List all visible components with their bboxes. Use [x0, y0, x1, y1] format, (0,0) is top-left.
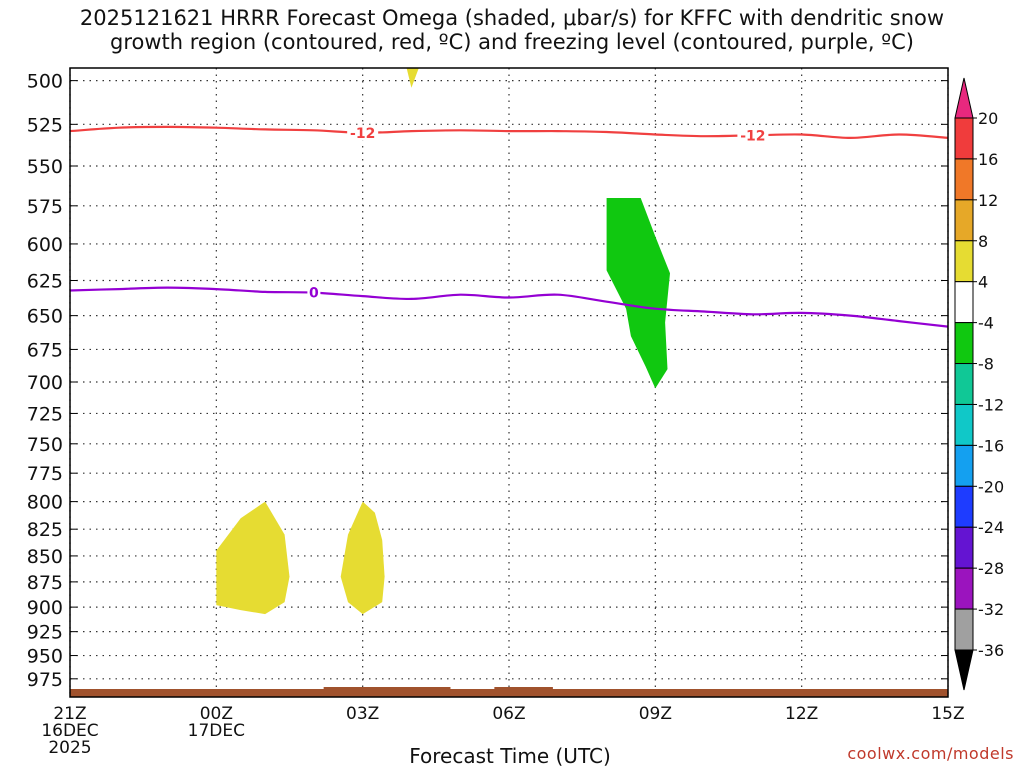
colorbar-label: 20 [978, 109, 998, 128]
credit-text: coolwx.com/models [847, 744, 1014, 763]
title-line-2: growth region (contoured, red, ºC) and f… [110, 30, 914, 54]
y-tick-label: 975 [27, 669, 63, 691]
y-tick-label: 625 [27, 271, 63, 293]
colorbar-top-arrow [954, 77, 974, 119]
x-tick-label: 16DEC [41, 721, 98, 741]
y-axis: 500 525 550 575 600 625 650 675 700 725 750 775 800 8… [27, 71, 948, 691]
colorbar-label: -4 [978, 314, 994, 333]
contour-line [69, 286, 949, 328]
contour-label: -12 [740, 128, 765, 144]
colorbar-bin [954, 363, 974, 405]
x-tick-label: 06Z [492, 704, 525, 724]
y-tick-label: 825 [27, 519, 63, 541]
colorbar-label: 12 [978, 191, 998, 210]
colorbar-bin [954, 281, 974, 324]
colorbar-label: 8 [978, 232, 988, 251]
terrain-bump [494, 687, 553, 690]
terrain [70, 687, 948, 697]
colorbar-label: 4 [978, 273, 988, 292]
contour-label-bg [307, 284, 321, 301]
contour-label-bg [347, 124, 379, 141]
y-tick-label: 900 [27, 597, 63, 619]
colorbar-bin [954, 567, 974, 610]
colorbar-bin [954, 158, 974, 201]
colorbar-label: -32 [978, 600, 1004, 619]
y-tick-label: 575 [27, 196, 63, 218]
x-axis-label: Forecast Time (UTC) [409, 744, 611, 768]
colorbar-bin [954, 526, 974, 569]
omega-positive-region-2 [340, 501, 385, 615]
contour-line [69, 125, 949, 140]
contour-label: -12 [350, 126, 375, 142]
x-tick-label: 00Z [200, 704, 233, 724]
y-tick-label: 675 [27, 339, 63, 361]
colorbar-label: -28 [978, 559, 1004, 578]
plot-border [69, 67, 949, 698]
y-tick-label: 925 [27, 622, 63, 644]
omega-negative-region [606, 198, 670, 389]
y-tick-label: 850 [27, 546, 63, 568]
y-tick-label: 650 [27, 306, 63, 328]
omega-positive-region-1 [216, 501, 290, 615]
colorbar-bin [954, 240, 974, 283]
y-tick-label: 725 [27, 403, 63, 425]
colorbar: 20 16 12 8 4 -4 -8 -12 -16 -20 -24 -28 -32 -36 [954, 77, 1004, 691]
y-tick-label: 700 [27, 372, 63, 394]
contour-label-bg [737, 127, 769, 144]
colorbar-bottom-arrow [954, 649, 974, 691]
colorbar-label: -12 [978, 395, 1004, 414]
colorbar-label: -20 [978, 477, 1004, 496]
y-tick-label: 800 [27, 492, 63, 514]
y-tick-label: 750 [27, 434, 63, 456]
x-tick-label: 09Z [639, 704, 672, 724]
contours: -12 -12 0 [69, 124, 949, 328]
omega-positive-region-top [406, 68, 419, 88]
x-tick-label: 2025 [48, 738, 91, 758]
y-tick-label: 600 [27, 234, 63, 256]
colorbar-label: -16 [978, 436, 1004, 455]
y-tick-label: 550 [27, 156, 63, 178]
colorbar-bin [954, 117, 974, 160]
colorbar-bin [954, 444, 974, 487]
title-line-1: 2025121621 HRRR Forecast Omega (shaded, … [79, 6, 945, 30]
colorbar-label: -8 [978, 355, 994, 374]
x-tick-label: 03Z [346, 704, 379, 724]
x-tick-label: 15Z [931, 704, 964, 724]
colorbar-bin [954, 322, 974, 365]
x-tick-label: 21Z [53, 704, 86, 724]
x-tick-label: 12Z [785, 704, 818, 724]
colorbar-bin [954, 608, 974, 651]
y-tick-label: 525 [27, 114, 63, 136]
colorbar-bin [954, 403, 974, 446]
colorbar-label: -24 [978, 518, 1004, 537]
terrain-bump [323, 687, 451, 690]
y-tick-label: 950 [27, 646, 63, 668]
colorbar-label: -36 [978, 641, 1004, 660]
y-tick-label: 500 [27, 71, 63, 93]
colorbar-bin [954, 485, 974, 528]
x-tick-label: 17DEC [188, 721, 245, 741]
colorbar-label: 16 [978, 150, 998, 169]
terrain-band [70, 689, 948, 697]
omega-shading [216, 68, 670, 615]
colorbar-bin [954, 199, 974, 242]
chart-title: 2025121621 HRRR Forecast Omega (shaded, … [0, 6, 1024, 54]
y-tick-label: 775 [27, 463, 63, 485]
contour-label: 0 [309, 286, 319, 302]
y-tick-label: 875 [27, 572, 63, 594]
plot-area [70, 68, 948, 697]
